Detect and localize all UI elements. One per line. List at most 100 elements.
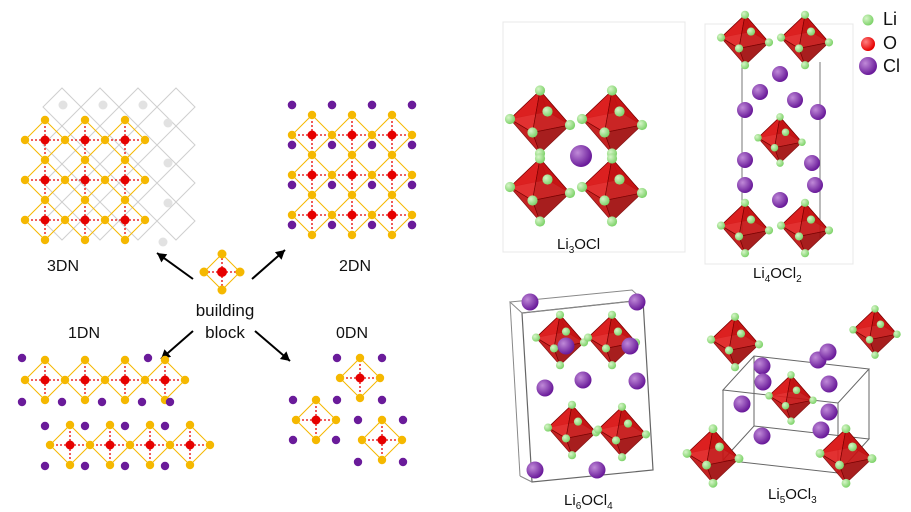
cl-atom <box>521 293 539 311</box>
li-atom <box>367 210 377 220</box>
li-atom <box>40 355 50 365</box>
li-atom <box>85 440 95 450</box>
li-atom <box>607 310 617 319</box>
li-atom <box>754 134 762 142</box>
li-atom <box>397 435 407 445</box>
li-atom <box>706 335 716 344</box>
faded-atom <box>138 100 148 110</box>
li-atom <box>100 375 110 385</box>
octahedron-face <box>785 399 815 422</box>
cl-atom <box>398 415 408 425</box>
cl-atom <box>752 84 768 100</box>
li-atom <box>100 175 110 185</box>
li-atom <box>543 423 553 432</box>
o-atom <box>387 210 397 220</box>
li-atom <box>601 344 611 353</box>
li-atom <box>764 38 774 47</box>
faded-atom <box>163 118 173 128</box>
li-atom <box>105 420 115 430</box>
cl-atom <box>367 100 377 110</box>
li-atom <box>734 44 744 53</box>
cl-atom <box>57 397 67 407</box>
faded-atom <box>98 100 108 110</box>
o-atom <box>120 135 130 145</box>
cl-atom <box>137 397 147 407</box>
li-atom <box>623 419 633 428</box>
li-atom <box>180 375 190 385</box>
li-atom <box>593 425 603 434</box>
li-atom <box>335 373 345 383</box>
li-atom <box>740 10 750 19</box>
o-atom <box>40 175 50 185</box>
cl-atom <box>120 461 130 471</box>
octahedron-face <box>728 343 761 368</box>
li-atom <box>776 33 786 42</box>
back-layer-edge <box>156 125 196 165</box>
li-atom <box>527 195 538 206</box>
li-atom <box>734 232 744 241</box>
li-atom <box>100 215 110 225</box>
li-atom <box>291 415 301 425</box>
cl-atom <box>288 435 298 445</box>
o-atom <box>120 375 130 385</box>
li-atom <box>849 326 857 334</box>
li-atom <box>787 417 795 425</box>
o-atom <box>80 375 90 385</box>
li-atom <box>567 451 577 460</box>
o-atom <box>120 215 130 225</box>
li-atom <box>867 454 877 464</box>
li-atom <box>542 174 553 185</box>
li-atom <box>824 38 834 47</box>
faded-atom <box>58 100 68 110</box>
li-atom <box>614 174 625 185</box>
li-atom <box>561 327 571 336</box>
li-atom <box>734 454 744 464</box>
li-atom <box>806 27 816 36</box>
octahedron-face <box>839 458 874 484</box>
li-atom <box>599 195 610 206</box>
label-2dn: 2DN <box>339 258 372 275</box>
li-atom <box>80 355 90 365</box>
li-atom <box>534 85 546 96</box>
o-atom <box>377 435 387 445</box>
formula-part: OCl <box>785 486 812 503</box>
li-atom <box>120 195 130 205</box>
li-atom <box>307 110 317 120</box>
li-atom <box>347 110 357 120</box>
li-atom <box>564 187 576 199</box>
li-atom <box>800 198 810 207</box>
li-atom <box>730 312 740 321</box>
cl-atom <box>17 397 27 407</box>
cl-atom <box>367 220 377 230</box>
li-atom <box>555 310 565 319</box>
li-atom <box>287 130 297 140</box>
cl-atom <box>40 461 50 471</box>
cl-atom <box>557 337 575 355</box>
li-atom <box>614 106 625 117</box>
cl-atom <box>80 421 90 431</box>
cl-atom <box>331 435 341 445</box>
cl-atom <box>287 140 297 150</box>
li-atom <box>531 333 541 342</box>
structure-label-li5ocl3: Li5OCl3 <box>768 486 817 506</box>
li-atom <box>60 215 70 225</box>
li-atom <box>80 235 90 245</box>
li-atom <box>740 198 750 207</box>
cl-atom <box>737 177 753 193</box>
cl-atom <box>327 140 337 150</box>
li-atom <box>871 305 879 313</box>
arrow-to-3dn-head <box>157 253 168 263</box>
li-atom <box>806 215 816 224</box>
li-atom <box>140 135 150 145</box>
octahedron-face <box>532 124 572 155</box>
li-atom <box>140 175 150 185</box>
cl-atom <box>628 372 646 390</box>
o-atom <box>307 130 317 140</box>
li-atom <box>80 195 90 205</box>
cl-atom <box>40 421 50 431</box>
li-atom <box>40 195 50 205</box>
li-atom <box>287 170 297 180</box>
li-atom <box>199 267 209 277</box>
li-atom <box>549 344 559 353</box>
